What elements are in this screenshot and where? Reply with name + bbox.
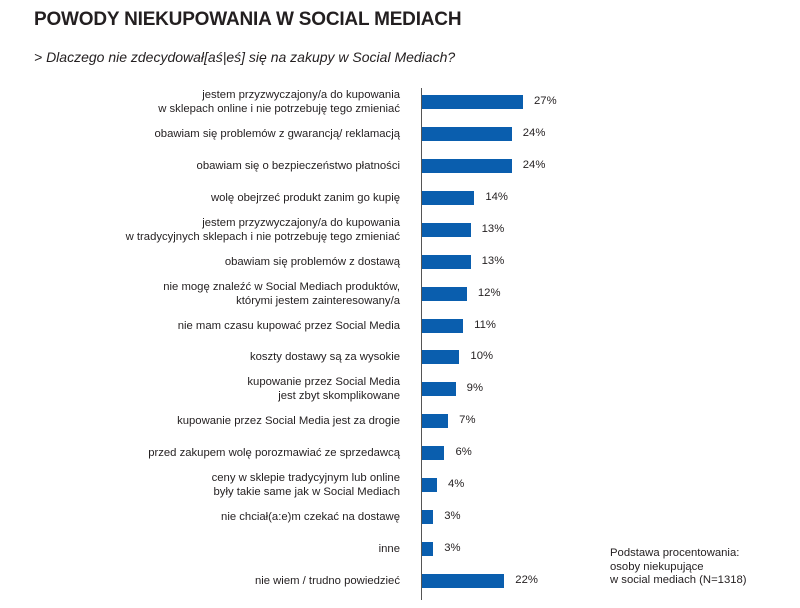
value-label: 24% <box>522 158 546 171</box>
value-label: 4% <box>447 478 465 491</box>
category-label: jestem przyzwyczajony/a do kupowania w t… <box>125 216 400 243</box>
value-label: 13% <box>481 254 505 267</box>
value-label: 14% <box>485 190 508 203</box>
category-label: nie chciał(a:e)m czekać na dostawę <box>221 511 400 524</box>
bar <box>422 254 471 269</box>
category-label: jestem przyzwyczajony/a do kupowania w s… <box>158 89 400 115</box>
bar <box>422 95 523 109</box>
category-label: nie mam czasu kupować przez Social Media <box>177 319 400 332</box>
value-label: 11% <box>474 318 496 331</box>
category-label: ceny w sklepie tradycyjnym lub online by… <box>211 472 400 499</box>
chart-subtitle: > Dlaczego nie zdecydował[aś|eś] się na … <box>34 49 456 65</box>
category-label: nie mogę znaleźć w Social Mediach produk… <box>163 280 400 307</box>
value-label: 24% <box>522 126 546 139</box>
bar <box>422 190 475 205</box>
bar <box>422 382 456 397</box>
bar <box>422 573 505 588</box>
value-label: 3% <box>444 542 461 555</box>
bar <box>422 414 449 429</box>
bar <box>422 158 512 173</box>
value-label: 10% <box>470 350 494 363</box>
category-label: obawiam się problemów z gwarancją/ rekla… <box>154 127 401 140</box>
value-label: 7% <box>459 414 476 427</box>
bar <box>422 510 434 525</box>
bar <box>422 222 471 237</box>
value-label: 22% <box>515 573 538 586</box>
bar <box>422 446 445 461</box>
category-label: koszty dostawy są za wysokie <box>249 351 400 364</box>
bar <box>422 542 434 557</box>
bar <box>422 126 512 141</box>
value-label: 12% <box>477 286 501 299</box>
base-note: Podstawa procentowania: osoby niekupując… <box>610 547 747 586</box>
category-label: nie wiem / trudno powiedzieć <box>254 574 400 587</box>
category-label: kupowanie przez Social Media jest za dro… <box>177 415 400 428</box>
value-label: 9% <box>466 382 483 395</box>
value-label: 6% <box>455 446 472 459</box>
category-axis-line <box>421 88 422 600</box>
bar <box>422 318 464 333</box>
value-label: 27% <box>534 95 557 107</box>
category-label: obawiam się o bezpieczeństwo płatności <box>196 159 400 172</box>
bar <box>422 478 437 493</box>
value-label: 3% <box>444 510 461 523</box>
bar <box>422 286 467 301</box>
category-label: przed zakupem wolę porozmawiać ze sprzed… <box>148 447 400 460</box>
category-label: wolę obejrzeć produkt zanim go kupię <box>210 191 400 204</box>
category-label: obawiam się problemów z dostawą <box>224 255 400 268</box>
category-label: kupowanie przez Social Media jest zbyt s… <box>247 376 400 403</box>
category-label: inne <box>378 543 400 556</box>
bar <box>422 350 460 365</box>
value-label: 13% <box>481 222 505 235</box>
chart-title: POWODY NIEKUPOWANIA W SOCIAL MEDIACH <box>34 9 462 30</box>
